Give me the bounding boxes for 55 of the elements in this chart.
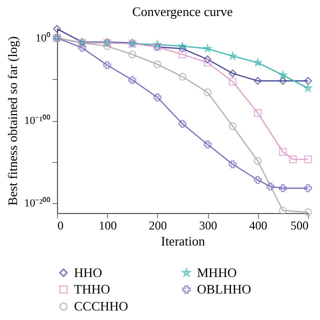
- point: [304, 76, 312, 85]
- point: [103, 61, 112, 70]
- point: [278, 206, 287, 214]
- point: [228, 122, 237, 130]
- point: [178, 72, 186, 81]
- point: [53, 24, 61, 33]
- point: [254, 176, 262, 184]
- point: [254, 157, 262, 165]
- point: [153, 93, 162, 102]
- point: [228, 160, 237, 168]
- legend-label: HHO: [74, 264, 102, 280]
- point: [204, 44, 212, 52]
- legend-label: MHHO: [197, 264, 237, 280]
- x-tick-label: 0: [58, 218, 64, 232]
- x-tick-label: 400: [249, 218, 268, 232]
- point: [178, 120, 186, 128]
- point: [153, 60, 162, 68]
- x-axis-title: Iteration: [160, 234, 206, 248]
- x-tick-label: 500: [290, 218, 308, 232]
- point: [304, 184, 312, 192]
- point: [178, 42, 186, 50]
- point: [254, 58, 262, 66]
- point: [204, 140, 212, 148]
- legend-label: OBLHHO: [197, 282, 252, 296]
- legend-label: THHO: [74, 282, 110, 296]
- point: [228, 69, 237, 78]
- point: [128, 50, 136, 58]
- point: [228, 78, 237, 86]
- point: [254, 76, 262, 85]
- point: [304, 84, 312, 92]
- point: [103, 42, 112, 50]
- point: [304, 208, 312, 216]
- x-tick-label: 100: [98, 218, 117, 232]
- y-tick-label: 10⁻²⁰⁰: [24, 196, 50, 210]
- point: [204, 55, 212, 64]
- point: [254, 109, 262, 118]
- point: [128, 76, 136, 84]
- y-tick-label: 10⁻¹⁰⁰: [24, 114, 50, 127]
- point: [204, 88, 212, 96]
- point: [78, 44, 86, 52]
- legend-label: CCCHHO: [74, 298, 128, 314]
- point: [178, 50, 186, 58]
- point: [304, 155, 312, 164]
- y-axis-title: Best fitness obtained so far (log): [5, 36, 20, 206]
- point: [178, 44, 186, 53]
- point: [278, 148, 287, 156]
- point: [288, 155, 297, 164]
- x-tick-label: 300: [199, 218, 218, 232]
- point: [278, 76, 287, 85]
- y-tick-label: 10⁰: [36, 31, 50, 44]
- x-tick-label: 200: [148, 218, 167, 232]
- point: [204, 58, 212, 67]
- point: [278, 184, 287, 192]
- point: [266, 182, 274, 191]
- chart-title: Convergence curve: [132, 4, 233, 20]
